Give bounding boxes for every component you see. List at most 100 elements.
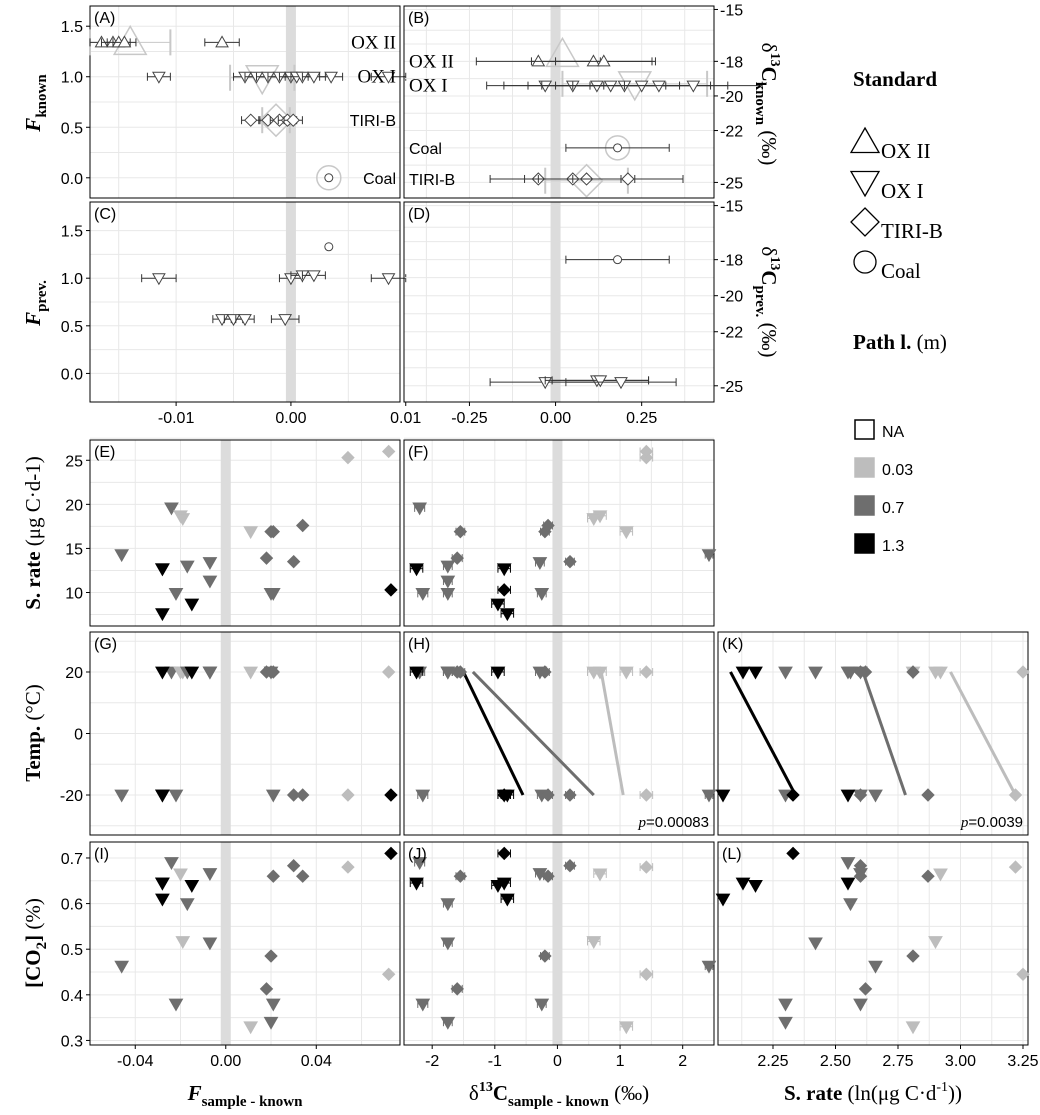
- zero-band: [550, 202, 561, 402]
- data-point: [453, 665, 468, 679]
- y-axis-title: [CO2] (%): [21, 898, 50, 988]
- data-point: [496, 877, 512, 891]
- y-tick-label: 20: [65, 665, 83, 682]
- panel-frame: [717, 631, 1029, 836]
- annotation: OX II: [409, 51, 454, 72]
- annotation: Coal: [409, 141, 442, 158]
- data-point: [409, 666, 424, 680]
- data-point: [843, 666, 858, 680]
- data-point: [1008, 860, 1023, 874]
- label-part: sample - known: [508, 1094, 610, 1110]
- panel-frame: [89, 5, 401, 199]
- panel-C: [86, 201, 407, 406]
- label-part: sample - known: [202, 1094, 304, 1110]
- y-tick-label: -15: [720, 199, 743, 216]
- x-tick-label: -0.04: [117, 1053, 154, 1070]
- data-point: [175, 936, 191, 949]
- data-point: [735, 666, 751, 680]
- panel-frame: [89, 201, 401, 403]
- data-point: [921, 788, 935, 802]
- data-point: [499, 608, 515, 622]
- zero-band: [220, 440, 231, 626]
- data-point: [202, 575, 218, 589]
- x-tick-label: -0.25: [451, 410, 488, 427]
- data-point: [603, 80, 618, 93]
- data-point: [261, 113, 275, 127]
- panel-label: (K): [722, 636, 743, 653]
- data-point: [639, 788, 654, 802]
- data-point: [652, 80, 666, 93]
- data-point: [412, 857, 428, 871]
- y-tick-label: -20: [720, 289, 743, 306]
- label-part: (‰): [609, 1081, 649, 1105]
- y-tick-label: 0.4: [61, 988, 83, 1005]
- legend-label: 1.3: [882, 538, 904, 555]
- label-part: 2: [34, 942, 50, 950]
- panel-B: [403, 5, 763, 199]
- y-tick-label: -20: [60, 788, 83, 805]
- panel-label: (I): [94, 846, 109, 863]
- data-point: [114, 960, 130, 974]
- data-point: [735, 877, 751, 891]
- data-point: [440, 560, 456, 574]
- data-point: [264, 949, 278, 963]
- data-point: [202, 937, 218, 951]
- annotation: OX II: [351, 32, 396, 53]
- x-tick-label: 2.75: [882, 1053, 913, 1070]
- data-point: [155, 893, 170, 907]
- zero-band: [220, 632, 231, 835]
- data-point: [179, 560, 195, 574]
- data-point: [202, 666, 218, 680]
- label-part: F: [187, 1081, 202, 1105]
- annotation: Coal: [363, 171, 396, 188]
- y-tick-label: 1.0: [61, 70, 83, 87]
- data-point: [440, 575, 456, 589]
- zero-band: [552, 632, 563, 835]
- data-point: [243, 526, 259, 540]
- data-point: [715, 789, 731, 803]
- fit-line: [599, 671, 625, 796]
- data-point: [618, 526, 634, 540]
- data-point: [778, 666, 793, 680]
- label-part: δ: [757, 43, 781, 53]
- data-point: [184, 598, 200, 612]
- x-tick-label: 2.25: [757, 1053, 788, 1070]
- data-point: [618, 1021, 634, 1035]
- data-point: [808, 937, 823, 951]
- legend-swatch-1.3: [854, 533, 875, 554]
- zero-band: [285, 6, 296, 198]
- panel-F: [403, 437, 717, 627]
- y-tick-label: 0.0: [61, 171, 83, 188]
- data-point: [415, 789, 431, 803]
- label-part: (μg C·d-1): [21, 456, 45, 546]
- label-part: (%): [21, 898, 45, 935]
- data-point: [778, 998, 793, 1012]
- data-point: [324, 242, 334, 252]
- x-tick-label: -1: [488, 1053, 502, 1070]
- legend-title-unit: (m): [917, 330, 947, 354]
- label-part: (‰): [757, 125, 781, 165]
- data-point: [541, 869, 555, 883]
- data-point: [586, 666, 602, 680]
- label-part: ]: [21, 935, 45, 942]
- data-point: [265, 998, 281, 1012]
- data-point: [853, 665, 868, 679]
- data-point: [215, 35, 229, 48]
- y-axis-title: S. rate (μg C·d-1): [21, 456, 45, 610]
- x-tick-label: -2: [425, 1053, 439, 1070]
- y-tick-label: -25: [720, 175, 743, 192]
- legend-swatch-0.7: [854, 495, 875, 516]
- data-point: [266, 524, 280, 539]
- data-point: [164, 666, 179, 680]
- data-point: [381, 71, 396, 84]
- data-point: [155, 608, 170, 622]
- data-point: [415, 998, 431, 1012]
- data-point: [243, 1021, 259, 1035]
- y-axis-title: δ13Cknown (‰): [752, 43, 782, 166]
- zero-band: [220, 842, 231, 1045]
- data-point: [415, 588, 431, 601]
- y-tick-label: -18: [720, 54, 743, 71]
- data-point: [701, 789, 717, 803]
- label-part: C: [757, 67, 781, 82]
- data-point: [497, 583, 511, 597]
